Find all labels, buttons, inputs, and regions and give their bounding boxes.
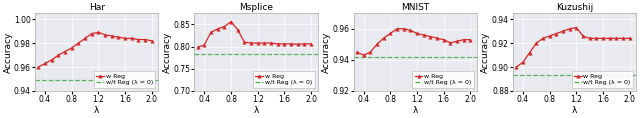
w Reg — [519, 62, 527, 63]
w Reg — [74, 42, 82, 44]
w Reg — [532, 42, 540, 44]
w Reg — [559, 30, 567, 32]
w Reg — [35, 66, 42, 68]
w Reg — [148, 40, 156, 41]
w Reg — [247, 42, 255, 44]
w Reg — [274, 43, 282, 45]
w Reg — [360, 55, 367, 56]
Legend: w Reg, w/t Reg (λ = 0): w Reg, w/t Reg (λ = 0) — [412, 71, 474, 88]
w Reg — [294, 44, 301, 45]
w Reg — [426, 36, 434, 37]
w Reg — [301, 43, 308, 45]
Title: Msplice: Msplice — [239, 3, 273, 13]
w Reg — [260, 42, 268, 44]
w Reg — [453, 40, 461, 42]
w Reg — [373, 44, 381, 45]
w Reg — [606, 38, 614, 39]
w Reg — [552, 33, 560, 34]
X-axis label: λ: λ — [572, 105, 577, 115]
w Reg — [566, 28, 573, 30]
w Reg — [526, 52, 534, 53]
w Reg — [307, 43, 315, 45]
w Reg — [134, 39, 142, 40]
w Reg — [234, 29, 241, 30]
w Reg — [546, 35, 554, 37]
w Reg — [115, 36, 122, 38]
w Reg — [88, 33, 95, 34]
Y-axis label: Accuracy: Accuracy — [322, 31, 331, 73]
w Reg — [221, 26, 228, 27]
w Reg — [572, 27, 580, 28]
w Reg — [387, 33, 394, 34]
w Reg — [413, 33, 421, 34]
w Reg — [612, 38, 620, 39]
w Reg — [447, 42, 454, 44]
w Reg — [400, 28, 408, 30]
Title: Har: Har — [89, 3, 105, 13]
w Reg — [539, 38, 547, 39]
w Reg — [61, 51, 69, 52]
w Reg — [393, 28, 401, 30]
Legend: w Reg, w/t Reg (λ = 0): w Reg, w/t Reg (λ = 0) — [253, 71, 315, 88]
w Reg — [214, 28, 221, 30]
Title: MNIST: MNIST — [401, 3, 429, 13]
Y-axis label: Accuracy: Accuracy — [163, 31, 172, 73]
w Reg — [406, 30, 414, 31]
Legend: w Reg, w/t Reg (λ = 0): w Reg, w/t Reg (λ = 0) — [93, 71, 156, 88]
Y-axis label: Accuracy: Accuracy — [3, 31, 12, 73]
w Reg — [141, 39, 149, 40]
Line: w Reg: w Reg — [515, 26, 632, 69]
X-axis label: λ: λ — [253, 105, 259, 115]
w Reg — [68, 47, 76, 49]
w Reg — [268, 42, 275, 44]
w Reg — [41, 63, 49, 64]
w Reg — [440, 39, 447, 40]
w Reg — [579, 35, 587, 37]
X-axis label: λ: λ — [94, 105, 99, 115]
w Reg — [280, 43, 288, 45]
Legend: w Reg, w/t Reg (λ = 0): w Reg, w/t Reg (λ = 0) — [572, 71, 633, 88]
Line: w Reg: w Reg — [36, 31, 154, 69]
w Reg — [227, 21, 235, 22]
Line: w Reg: w Reg — [196, 20, 313, 49]
w Reg — [513, 66, 520, 68]
w Reg — [48, 59, 56, 61]
w Reg — [241, 41, 248, 43]
X-axis label: λ: λ — [413, 105, 418, 115]
w Reg — [367, 51, 374, 53]
w Reg — [128, 38, 136, 39]
w Reg — [353, 51, 361, 53]
w Reg — [207, 32, 215, 33]
w Reg — [626, 38, 634, 39]
w Reg — [95, 32, 102, 33]
w Reg — [619, 38, 627, 39]
w Reg — [108, 35, 116, 37]
w Reg — [460, 39, 468, 40]
w Reg — [54, 54, 62, 56]
Y-axis label: Accuracy: Accuracy — [481, 31, 490, 73]
w Reg — [287, 43, 295, 45]
w Reg — [121, 38, 129, 39]
w Reg — [599, 38, 607, 39]
w Reg — [420, 34, 428, 36]
w Reg — [433, 37, 441, 39]
w Reg — [81, 38, 89, 39]
w Reg — [101, 34, 109, 36]
w Reg — [194, 47, 202, 48]
w Reg — [200, 44, 208, 46]
w Reg — [593, 38, 600, 39]
w Reg — [586, 38, 593, 39]
w Reg — [254, 42, 262, 44]
Line: w Reg: w Reg — [355, 27, 472, 57]
w Reg — [467, 39, 474, 40]
w Reg — [380, 37, 387, 39]
Title: Kuzushij: Kuzushij — [556, 3, 593, 13]
